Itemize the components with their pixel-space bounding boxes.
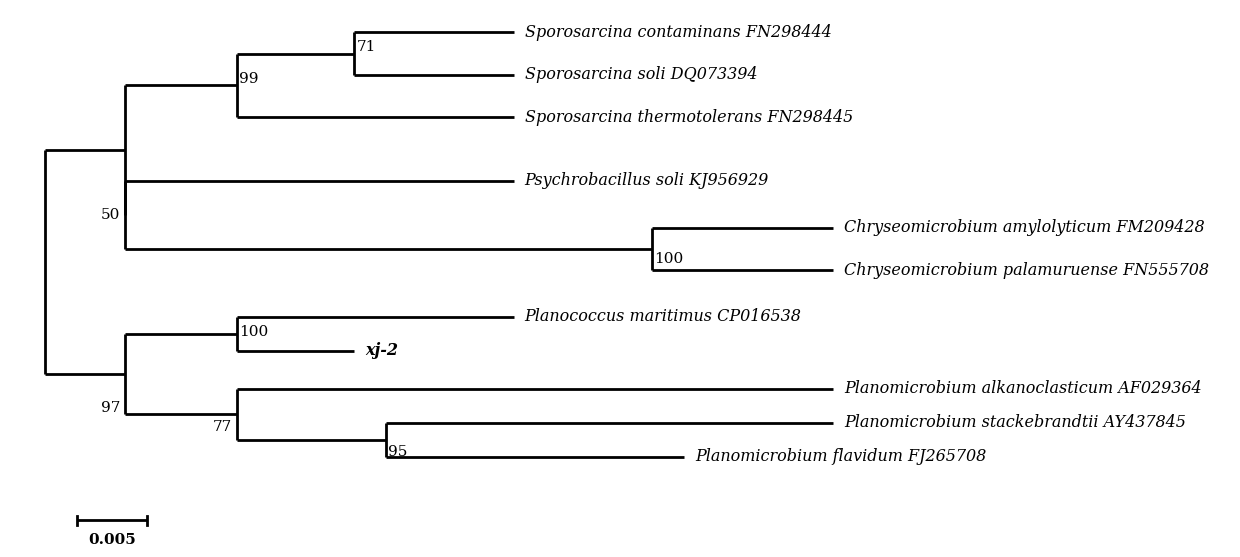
- Text: 99: 99: [239, 72, 259, 86]
- Text: 100: 100: [655, 252, 683, 266]
- Text: 77: 77: [212, 420, 232, 434]
- Text: Planococcus maritimus CP016538: Planococcus maritimus CP016538: [525, 308, 801, 325]
- Text: 50: 50: [100, 208, 120, 222]
- Text: xj-2: xj-2: [365, 342, 398, 359]
- Text: Psychrobacillus soli KJ956929: Psychrobacillus soli KJ956929: [525, 173, 769, 189]
- Text: Planomicrobium stackebrandtii AY437845: Planomicrobium stackebrandtii AY437845: [844, 414, 1185, 431]
- Text: Planomicrobium flavidum FJ265708: Planomicrobium flavidum FJ265708: [694, 448, 986, 465]
- Text: Sporosarcina soli DQ073394: Sporosarcina soli DQ073394: [525, 66, 758, 84]
- Text: 95: 95: [388, 444, 408, 458]
- Text: Sporosarcina contaminans FN298444: Sporosarcina contaminans FN298444: [525, 24, 831, 41]
- Text: 97: 97: [100, 401, 120, 415]
- Text: 0.005: 0.005: [88, 533, 136, 547]
- Text: Chryseomicrobium amylolyticum FM209428: Chryseomicrobium amylolyticum FM209428: [844, 219, 1204, 236]
- Text: Planomicrobium alkanoclasticum AF029364: Planomicrobium alkanoclasticum AF029364: [844, 380, 1202, 397]
- Text: 100: 100: [239, 325, 268, 339]
- Text: Chryseomicrobium palamuruense FN555708: Chryseomicrobium palamuruense FN555708: [844, 262, 1209, 278]
- Text: Sporosarcina thermotolerans FN298445: Sporosarcina thermotolerans FN298445: [525, 109, 853, 126]
- Text: 71: 71: [356, 40, 376, 55]
